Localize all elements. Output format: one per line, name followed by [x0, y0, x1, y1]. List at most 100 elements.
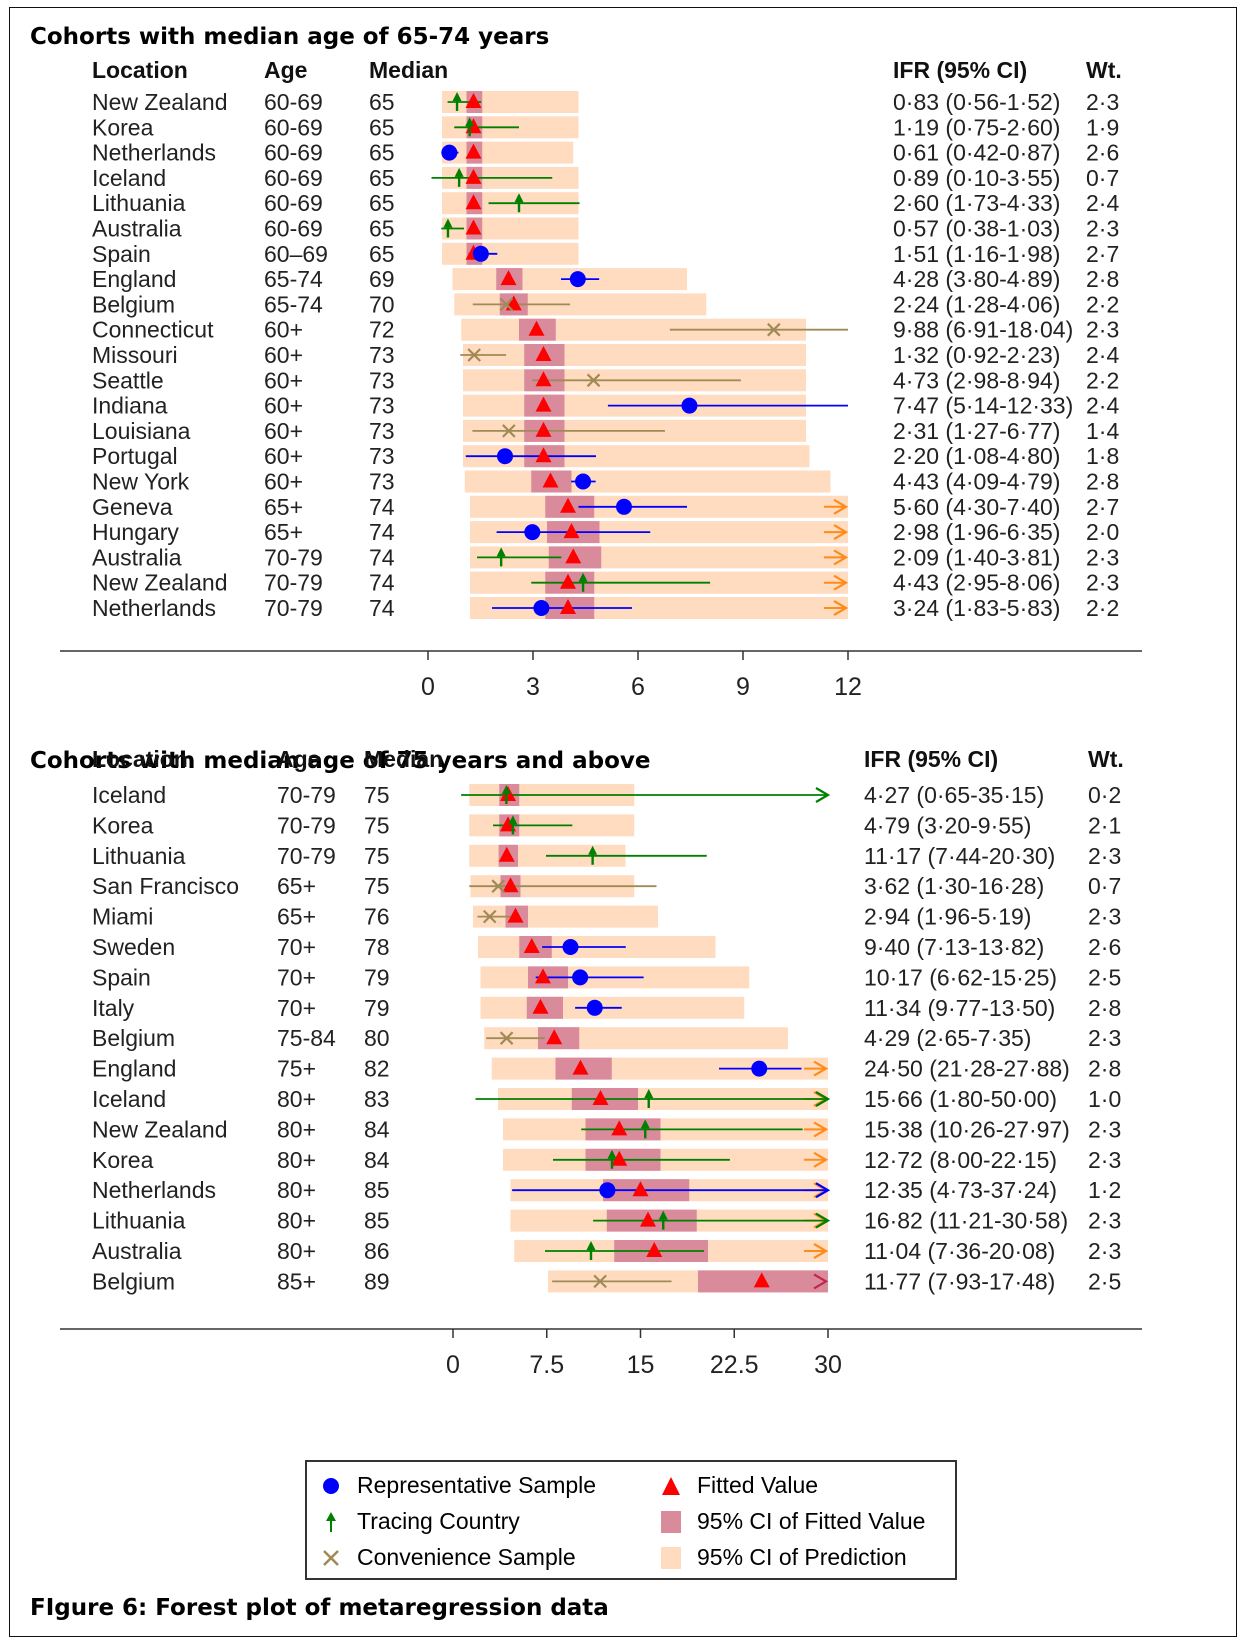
panel-2-row-1-ifr: 4·27 (0·65-35·15)	[864, 782, 1044, 808]
panel-1-row-13-ifr: 7·47 (5·14-12·33)	[893, 393, 1073, 419]
panel-2-header-age: Age	[277, 746, 320, 772]
panel-1-row-10-median: 72	[369, 317, 395, 343]
panel-2-row-14-observed-ci-arrow	[815, 1182, 831, 1199]
panel-2-x-tick-label: 0	[446, 1351, 460, 1379]
panel-2-row-15-age: 80+	[277, 1208, 316, 1234]
panel-2-row-8-estimate-marker	[586, 999, 603, 1016]
panel-2-header-location: Location	[92, 746, 188, 772]
panel-1-row-10-estimate-marker	[767, 322, 781, 337]
panel-1-row-16-estimate-marker	[575, 473, 592, 490]
panel-1-row-17-estimate-marker	[616, 498, 632, 515]
legend-label-fitted: Fitted Value	[697, 1472, 819, 1498]
panel-2-row-10-median: 82	[364, 1056, 390, 1082]
panel-2-row-6-ifr: 9·40 (7·13-13·82)	[864, 934, 1044, 960]
panel-1-row-18-median: 74	[369, 519, 395, 545]
panel-2-row-9-median: 80	[364, 1025, 390, 1051]
panel-2-row-17-ifr: 11·77 (7·93-17·48)	[864, 1268, 1055, 1294]
panel-2-row-7-estimate-marker	[572, 969, 589, 986]
panel-1-row-5-age: 60-69	[264, 190, 323, 216]
panel-2-row-12-wt: 2·3	[1088, 1116, 1121, 1142]
panel-2-row-16-prediction-arrow-head	[813, 1243, 829, 1259]
panel-2-row-8-wt: 2·8	[1088, 995, 1121, 1021]
panel-2-row-5-age: 65+	[277, 904, 316, 930]
panel-2-row-8-age: 70+	[277, 995, 316, 1021]
legend-item-ci-prediction: 95% CI of Prediction	[657, 1544, 907, 1571]
panel-1-row-8-wt: 2·8	[1086, 266, 1119, 292]
panel-2-row-8-ifr: 11·34 (9·77-13·50)	[864, 995, 1055, 1021]
panel-1-row-15-ifr: 2·20 (1·08-4·80)	[893, 443, 1060, 469]
panel-2-row-17-wt: 2·5	[1088, 1268, 1121, 1294]
panel-2-row-16-location: Australia	[92, 1238, 182, 1264]
panel-1-x-tick-label: 9	[736, 673, 750, 701]
panel-2-row-10-age: 75+	[277, 1056, 316, 1082]
panel-1-row-4-location: Iceland	[92, 165, 166, 191]
panel-2-row-13-age: 80+	[277, 1147, 316, 1173]
panel-1-row-20-median: 74	[369, 570, 395, 596]
panel-2-row-17-location: Belgium	[92, 1268, 175, 1294]
panel-1-row-12-ifr: 4·73 (2·98-8·94)	[893, 367, 1060, 393]
panel-2-row-3-fitted-marker	[498, 846, 515, 862]
panel-1-row-8-fitted-marker	[500, 270, 517, 286]
panel-2-row-1-median: 75	[364, 782, 390, 808]
panel-1-row-21-wt: 2·2	[1086, 595, 1119, 621]
panel-1-row-21-estimate-marker	[533, 600, 550, 616]
panel-2-title: Cohorts with median age of 75 years and …	[30, 748, 651, 774]
panel-2-row-13-prediction-arrow-head	[813, 1151, 829, 1168]
panel-1-row-17-age: 65+	[264, 494, 303, 520]
panel-2-row-13-wt: 2·3	[1088, 1147, 1121, 1173]
panel-1-row-6-median: 65	[369, 216, 395, 242]
panel-2-row-14-age: 80+	[277, 1177, 316, 1203]
panel-1-row-1-ifr: 0·83 (0·56-1·52)	[893, 89, 1060, 115]
panel-1-row-18-wt: 2·0	[1086, 519, 1119, 545]
panel-2-row-1-estimate-marker	[501, 785, 511, 804]
panel-2-row-4-location: San Francisco	[92, 873, 239, 899]
panel-2-row-8-location: Italy	[92, 995, 135, 1021]
panel-1-row-9-age: 65-74	[264, 291, 323, 317]
panel-1-row-17-wt: 2·7	[1086, 494, 1119, 520]
panel-1-row-19-median: 74	[369, 544, 395, 570]
panel-2-row-4-wt: 0·7	[1088, 873, 1121, 899]
panel-2-row-16-median: 86	[364, 1238, 390, 1264]
panel-2-row-5-estimate-marker	[482, 909, 497, 924]
legend-label-tracing: Tracing Country	[357, 1508, 520, 1534]
panel-1-row-16-prediction-ci	[464, 470, 831, 493]
panel-2-row-9-location: Belgium	[92, 1025, 175, 1051]
panel-2-row-14-ifr: 12·35 (4·73-37·24)	[864, 1177, 1057, 1203]
panel-2-row-9-wt: 2·3	[1088, 1025, 1121, 1051]
panel-1-row-2-median: 65	[369, 114, 395, 140]
panel-2-row-8-fitted-marker	[532, 998, 549, 1014]
panel-2-row-4-ifr: 3·62 (1·30-16·28)	[864, 873, 1044, 899]
panel-1-row-5-wt: 2·4	[1086, 190, 1119, 216]
panel-1-row-18-estimate-marker	[524, 524, 541, 541]
panel-1-row-9-location: Belgium	[92, 291, 175, 317]
panel-1-row-17-fitted-marker	[560, 497, 576, 513]
panel-2-row-17-median: 89	[364, 1268, 390, 1294]
panel-2-row-9-ifr: 4·29 (2·65-7·35)	[864, 1025, 1031, 1051]
panel-1-row-12-age: 60+	[264, 367, 303, 393]
panel-1-row-16-wt: 2·8	[1086, 469, 1119, 495]
panel-1-row-20-estimate-marker	[578, 572, 588, 592]
panel-2-row-13-median: 84	[364, 1147, 390, 1173]
panel-1-row-5-ifr: 2·60 (1·73-4·33)	[893, 190, 1060, 216]
legend-label-ci-fitted: 95% CI of Fitted Value	[697, 1508, 926, 1534]
figure-caption: FIgure 6: Forest plot of metaregression …	[30, 1595, 609, 1621]
panel-1-x-tick-label: 3	[526, 673, 540, 701]
panel-2-header-wt: Wt.	[1088, 746, 1124, 772]
panel-2-row-17-age: 85+	[277, 1268, 316, 1294]
panel-1-row-4-wt: 0·7	[1086, 165, 1119, 191]
panel-1-row-6-wt: 2·3	[1086, 216, 1119, 242]
panel-1-row-11-median: 73	[369, 342, 395, 368]
panel-1-row-2-estimate-marker	[465, 117, 475, 137]
panel-1-row-6-location: Australia	[92, 216, 182, 242]
panel-1-row-16-location: New York	[92, 469, 190, 495]
panel-1-row-17-prediction-arrow-head	[833, 498, 849, 515]
panel-2-row-5-ifr: 2·94 (1·96-5·19)	[864, 904, 1031, 930]
panel-1-row-11-fitted-marker	[535, 346, 552, 361]
panel-1-row-4-median: 65	[369, 165, 395, 191]
panel-1-row-14-wt: 1·4	[1086, 418, 1119, 444]
panel-1-row-20-prediction-arrow-head	[833, 574, 849, 591]
panel-1-row-4-fitted-marker	[465, 168, 482, 184]
panel-1-row-11-ifr: 1·32 (0·92-2·23)	[893, 342, 1060, 368]
panel-2-row-3-median: 75	[364, 843, 390, 869]
